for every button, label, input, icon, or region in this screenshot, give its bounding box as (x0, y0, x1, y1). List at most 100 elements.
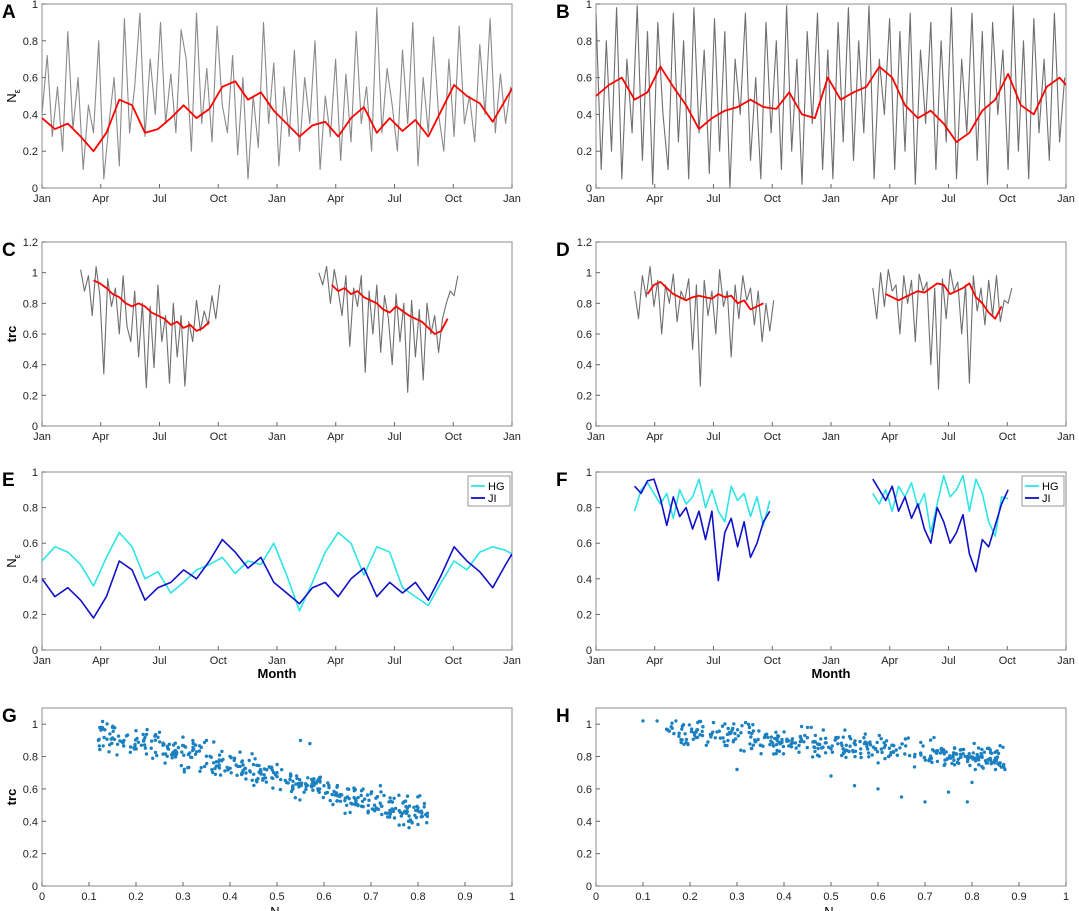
scatter-point (736, 734, 740, 738)
scatter-point (721, 736, 725, 740)
scatter-point (945, 756, 950, 761)
scatter-point (935, 759, 940, 764)
scatter-point (279, 777, 283, 782)
scatter-point (353, 787, 357, 792)
scatter-point (143, 746, 148, 750)
scatter-point (374, 796, 378, 800)
x-tick-label: 0.8 (964, 891, 979, 903)
scatter-point (182, 753, 186, 757)
scatter-point (971, 757, 975, 761)
y-tick-label: 0 (586, 881, 592, 893)
scatter-point (765, 732, 769, 736)
x-tick-label: Jan (33, 431, 51, 443)
scatter-point (928, 754, 933, 758)
scatter-point (813, 749, 817, 754)
scatter-point (210, 768, 214, 772)
scatter-point (747, 725, 752, 730)
x-tick-label: Oct (999, 655, 1016, 667)
y-tick-label: 0 (32, 183, 38, 195)
scatter-point (968, 763, 972, 768)
scatter-point (844, 743, 848, 747)
scatter-point (105, 722, 109, 726)
scatter-point (244, 777, 248, 781)
scatter-point (407, 814, 411, 818)
panel-label: C (2, 240, 16, 261)
x-tick-label: Jan (33, 655, 51, 667)
scatter-point (687, 723, 692, 727)
x-axis-label: Month (812, 666, 851, 681)
scatter-point (859, 755, 863, 760)
scatter-point (191, 738, 195, 743)
scatter-point (354, 800, 358, 804)
scatter-point (751, 743, 755, 747)
scatter-point (321, 795, 325, 800)
scatter-point (923, 800, 927, 804)
scatter-point (402, 800, 406, 804)
scatter-point (217, 766, 222, 770)
scatter-point (327, 785, 331, 790)
scatter-point (243, 766, 248, 770)
scatter-point (312, 783, 316, 788)
scatter-point (161, 752, 165, 756)
scatter-point (343, 796, 347, 800)
scatter-point (248, 770, 252, 774)
y-tick-label: 0.4 (577, 360, 592, 372)
scatter-point (175, 750, 179, 755)
series-raw (634, 265, 775, 387)
series-raw-2 (872, 269, 1013, 390)
axis-label: Nε (4, 89, 22, 102)
scatter-point (271, 776, 275, 781)
scatter-point (799, 739, 803, 743)
x-tick-label: 0.6 (316, 891, 331, 903)
scatter-point (768, 742, 772, 747)
x-tick-label: Jul (387, 431, 401, 443)
scatter-point (151, 756, 155, 760)
scatter-point (790, 738, 794, 743)
y-tick-label: 0.4 (23, 360, 38, 372)
scatter-point (958, 755, 963, 760)
scatter-point (122, 744, 126, 748)
scatter-point (425, 814, 430, 819)
scatter-point (359, 793, 363, 798)
scatter-point (713, 736, 717, 740)
scatter-point (718, 736, 723, 740)
scatter-point (369, 792, 373, 796)
scatter-point (904, 744, 908, 748)
x-tick-label: 0.9 (1011, 891, 1026, 903)
scatter-point (786, 739, 791, 743)
y-tick-label: 0.4 (23, 109, 38, 121)
scatter-point (681, 723, 686, 727)
scatter-point (101, 744, 105, 748)
scatter-point (976, 746, 981, 750)
scatter-point (965, 800, 969, 804)
x-tick-label: Apr (646, 431, 663, 443)
x-axis-label: Nε (824, 904, 837, 911)
x-tick-label: 0.9 (457, 891, 472, 903)
plot-frame (41, 241, 513, 427)
scatter-point (191, 748, 195, 753)
scatter-point (153, 750, 158, 755)
scatter-point (989, 762, 993, 766)
x-tick-label: 0.5 (823, 891, 838, 903)
scatter-point (241, 763, 245, 767)
y-tick-label: 0.4 (23, 816, 38, 828)
scatter-point (414, 815, 419, 820)
scatter-point (271, 786, 275, 790)
scatter-point (696, 720, 700, 725)
scatter-point (781, 752, 786, 756)
scatter-point (298, 738, 303, 743)
scatter-point (670, 721, 674, 725)
scatter-point (919, 751, 923, 755)
scatter-point (794, 746, 798, 750)
scatter-point (873, 747, 878, 751)
scatter-point (958, 748, 962, 752)
series-HG (42, 531, 512, 612)
scatter-point (867, 755, 871, 759)
y-tick-label: 0.8 (23, 752, 38, 764)
y-tick-label: 0.8 (577, 503, 592, 515)
scatter-point (289, 774, 293, 778)
x-tick-label: Jan (503, 655, 521, 667)
scatter-point (821, 728, 825, 732)
scatter-point (863, 732, 867, 736)
